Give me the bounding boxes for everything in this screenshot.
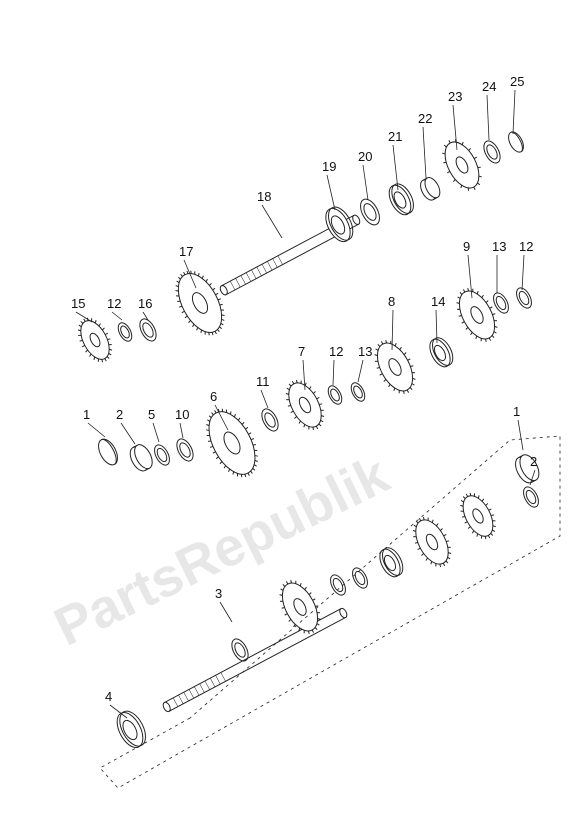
callout-label: 8	[388, 294, 395, 309]
part-washer	[174, 436, 197, 463]
part-cap	[505, 129, 526, 154]
part-bushing	[512, 452, 543, 486]
part-ring	[357, 196, 384, 228]
part-bearing	[112, 707, 151, 752]
part-bearing	[426, 334, 457, 370]
part-washer	[513, 285, 534, 310]
part-gear	[278, 374, 332, 437]
part-gear	[366, 333, 424, 400]
callout-label: 2	[116, 407, 123, 422]
callout-leader	[262, 205, 282, 238]
part-bushing	[417, 175, 442, 202]
part-washer	[115, 321, 134, 344]
callout-label: 20	[358, 149, 372, 164]
part-bearing	[385, 180, 418, 218]
part-gear	[71, 312, 119, 368]
callout-leader	[522, 255, 524, 290]
callout-label: 13	[358, 344, 372, 359]
callout-label: 4	[105, 689, 112, 704]
part-washer	[349, 565, 370, 590]
callout-label: 16	[138, 296, 152, 311]
callout-leader	[261, 390, 268, 408]
callout-label: 13	[492, 239, 506, 254]
callout-leader	[180, 423, 183, 438]
callout-leader	[423, 127, 426, 178]
part-washer	[520, 484, 541, 509]
part-washer	[348, 381, 367, 404]
callout-label: 1	[513, 404, 520, 419]
part-washer	[137, 316, 160, 343]
part-bearing	[376, 544, 407, 580]
callout-label: 12	[329, 344, 343, 359]
callout-leader	[392, 310, 393, 350]
part-washer	[490, 290, 511, 315]
callout-leader	[88, 423, 105, 437]
part-big_gear	[195, 400, 268, 486]
part-shaft	[162, 607, 349, 713]
callout-label: 14	[431, 294, 445, 309]
callout-leader	[513, 90, 515, 134]
callout-label: 17	[179, 244, 193, 259]
callout-leader	[76, 312, 92, 322]
part-cap	[95, 436, 122, 468]
callout-leader	[487, 95, 489, 140]
callout-leader	[393, 145, 398, 190]
part-washer	[325, 384, 344, 407]
callout-label: 1	[83, 407, 90, 422]
callout-label: 11	[256, 374, 270, 389]
callout-label: 5	[148, 407, 155, 422]
callout-leader	[327, 175, 335, 210]
callout-label: 2	[530, 454, 537, 469]
callout-label: 24	[482, 79, 496, 94]
part-gear	[405, 511, 459, 574]
part-washer	[259, 406, 282, 433]
callout-label: 22	[418, 111, 432, 126]
callout-leader	[153, 423, 159, 442]
callout-label: 25	[510, 74, 524, 89]
assembly-dashed-box	[100, 436, 560, 788]
callout-label: 6	[210, 389, 217, 404]
part-washer	[151, 442, 172, 467]
callout-label: 7	[298, 344, 305, 359]
part-washer	[327, 572, 348, 597]
part-bushing	[127, 442, 156, 474]
part-gear	[453, 487, 503, 545]
callout-leader	[358, 360, 363, 382]
callout-label: 10	[175, 407, 189, 422]
callout-label: 12	[107, 296, 121, 311]
part-sprocket	[434, 132, 490, 197]
callout-label: 3	[215, 586, 222, 601]
callout-leader	[333, 360, 334, 385]
callout-label: 15	[71, 296, 85, 311]
callout-leader	[518, 420, 523, 450]
callout-leader	[112, 312, 122, 320]
part-big_gear	[165, 262, 234, 343]
callout-leader	[121, 423, 135, 444]
callout-label: 21	[388, 129, 402, 144]
callout-label: 12	[519, 239, 533, 254]
callout-label: 18	[257, 189, 271, 204]
callout-label: 19	[322, 159, 336, 174]
callout-label: 23	[448, 89, 462, 104]
callout-label: 9	[463, 239, 470, 254]
callout-leader	[220, 602, 232, 622]
callout-leader	[363, 165, 368, 200]
part-washer	[481, 138, 504, 165]
